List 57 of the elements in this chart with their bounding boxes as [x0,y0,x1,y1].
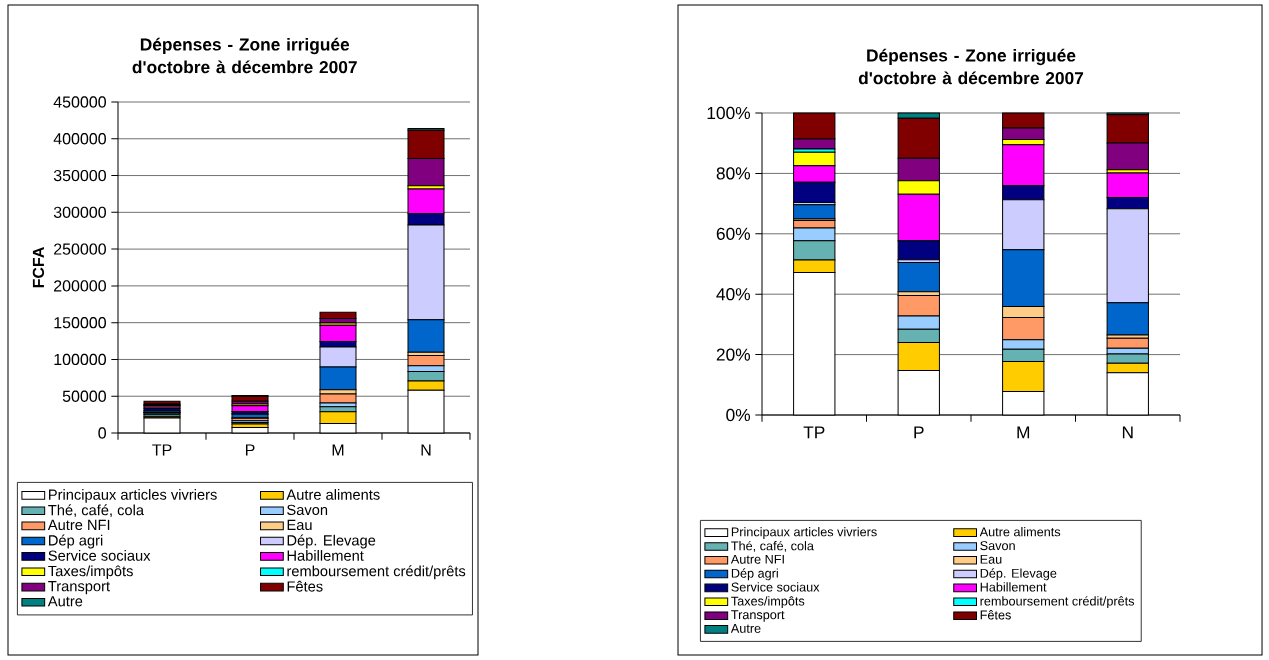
legend-label: Transport [48,581,110,595]
y-tick-label: 40% [716,288,751,301]
legend-label: Dép. Elevage [287,534,376,549]
x-tick-label: P [914,426,924,439]
legend-label: Thé, café, cola [48,504,145,518]
y-tick-label: 200000 [54,280,106,292]
legend-label: Eau [287,519,312,531]
y-tick-label: 0% [726,408,751,422]
y-tick-label: 80% [716,167,751,180]
x-tick-label: M [332,444,344,456]
legend-label: Dép agri [731,568,778,581]
y-tick-label: 400000 [53,133,106,145]
y-tick-label: 300000 [53,206,106,218]
y-tick-label: 450000 [53,96,106,108]
y-tick-label: 250000 [54,243,106,255]
legend-label: Autre [47,596,83,607]
legend-label: Thé, café, cola [731,540,814,552]
legend-label: Autre NFI [730,554,784,564]
y-tick-label: 350000 [53,169,106,182]
legend-label: Habillement [980,582,1047,592]
legend-label: Service sociaux [731,582,820,592]
y-tick-label: 100% [707,106,751,120]
y-tick-label: 20% [716,348,751,361]
legend-label: Taxes/impôts [48,565,133,580]
y-axis-title: FCFA [32,247,45,288]
legend-label: Autre NFI [47,519,110,531]
legend-label: Savon [980,541,1015,551]
legend-label: Fêtes [980,610,1011,620]
chart-title: Dépenses - Zone irriguée d'octobre à décembre 2007 [858,48,1084,85]
x-tick-label: M [1017,426,1030,439]
x-tick-label: N [1122,426,1133,439]
legend-label: remboursement crédit/prêts [980,596,1135,609]
legend-label: Fêtes [287,580,323,592]
legend-label: Principaux articles vivriers [49,489,217,503]
legend-label: Savon [287,504,328,516]
y-tick-label: 60% [716,227,751,240]
legend-label: Taxes/impôts [731,596,805,609]
legend-label: Principaux articles vivriers [731,527,877,539]
legend-label: Autre [730,624,761,633]
y-tick-label: 0 [98,427,107,439]
y-tick-label: 150000 [54,317,106,329]
legend-label: remboursement crédit/prêts [287,565,466,580]
chart-title: Dépenses - Zone irriguée d'octobre à décembre 2007 [132,37,357,74]
legend-label: Habillement [287,550,364,561]
x-tick-label: N [421,444,431,456]
legend-label: Service sociaux [48,550,151,561]
legend-label: Dép. Elevage [980,568,1057,581]
legend-label: Dép agri [49,534,103,549]
legend-label: Eau [980,554,1002,564]
legend-label: Transport [731,610,785,622]
legend-label: Autre aliments [286,489,380,500]
x-tick-label: P [245,444,255,456]
x-tick-label: TP [803,426,825,439]
legend-label: Autre aliments [979,527,1061,537]
y-tick-label: 100000 [54,353,106,366]
y-tick-label: 50000 [62,390,106,402]
x-tick-label: TP [152,444,172,456]
